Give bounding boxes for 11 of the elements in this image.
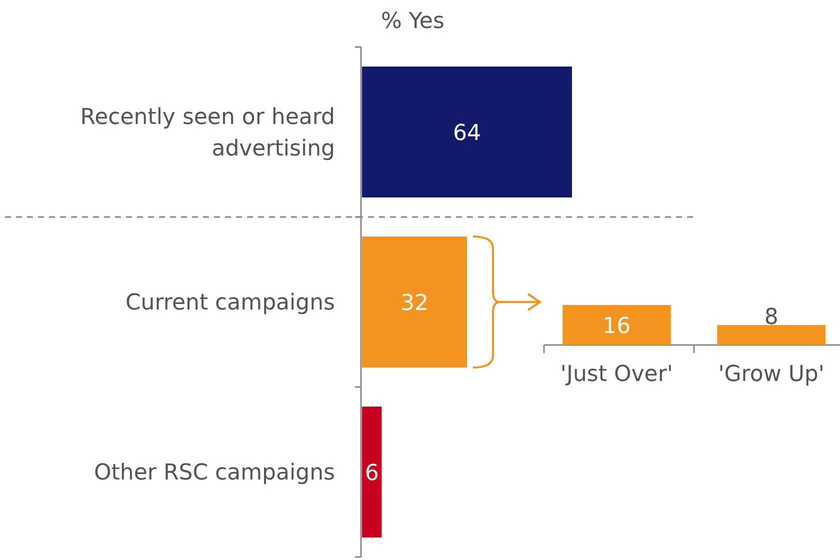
- y-tick-label: Recently seen or heard advertising: [80, 104, 335, 162]
- chart-title: % Yes: [381, 9, 444, 34]
- data-label: 16: [602, 314, 631, 339]
- data-label: 64: [453, 121, 481, 146]
- x-tick-label: 'Just Over': [560, 362, 673, 387]
- y-tick-label: Current campaigns: [125, 290, 335, 316]
- y-tick-label: Other RSC campaigns: [94, 460, 335, 486]
- data-label: 6: [364, 461, 379, 486]
- data-label: 8: [764, 305, 778, 330]
- data-label: 32: [400, 291, 428, 316]
- x-tick-label: 'Grow Up': [718, 362, 824, 387]
